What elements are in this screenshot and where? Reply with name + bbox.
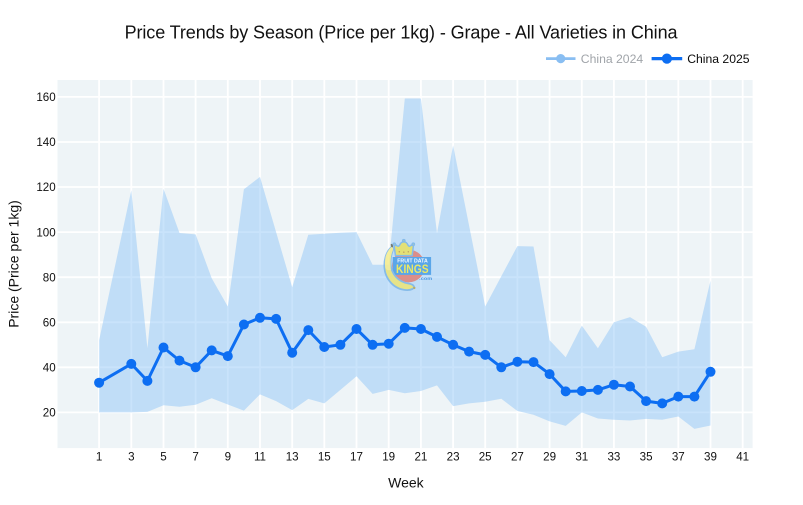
svg-text:27: 27: [511, 450, 524, 463]
svg-text:KINGS: KINGS: [396, 262, 429, 276]
svg-text:60: 60: [43, 317, 56, 330]
svg-text:160: 160: [36, 91, 55, 104]
svg-text:19: 19: [382, 450, 395, 463]
svg-text:40: 40: [43, 362, 56, 375]
svg-text:11: 11: [254, 450, 266, 463]
svg-text:21: 21: [414, 450, 427, 463]
svg-text:1: 1: [96, 450, 102, 463]
svg-text:39: 39: [704, 450, 717, 463]
svg-text:120: 120: [36, 181, 55, 194]
svg-text:13: 13: [286, 450, 299, 463]
svg-text:Week: Week: [388, 474, 425, 490]
svg-text:29: 29: [543, 450, 556, 463]
svg-text:5: 5: [160, 450, 166, 463]
svg-text:140: 140: [36, 136, 55, 149]
svg-text:37: 37: [672, 450, 685, 463]
svg-text:Price Trends by Season (Price: Price Trends by Season (Price per 1kg) -…: [125, 22, 679, 42]
svg-text:33: 33: [607, 450, 620, 463]
svg-text:17: 17: [350, 450, 363, 463]
svg-text:41: 41: [736, 450, 749, 463]
svg-text:35: 35: [640, 450, 653, 463]
svg-text:China 2024: China 2024: [581, 52, 644, 66]
svg-text:15: 15: [318, 450, 331, 463]
svg-text:80: 80: [43, 271, 56, 284]
svg-text:7: 7: [192, 450, 198, 463]
svg-text:31: 31: [575, 450, 588, 463]
svg-text:3: 3: [128, 450, 134, 463]
svg-text:FRUIT DATA: FRUIT DATA: [397, 259, 428, 265]
svg-text:9: 9: [225, 450, 231, 463]
svg-text:20: 20: [43, 407, 56, 420]
svg-text:.com: .com: [419, 277, 432, 282]
svg-text:25: 25: [479, 450, 492, 463]
svg-text:23: 23: [447, 450, 460, 463]
svg-text:China 2025: China 2025: [687, 52, 750, 66]
svg-text:100: 100: [36, 226, 55, 239]
svg-text:Price (Price per 1kg): Price (Price per 1kg): [6, 200, 22, 328]
